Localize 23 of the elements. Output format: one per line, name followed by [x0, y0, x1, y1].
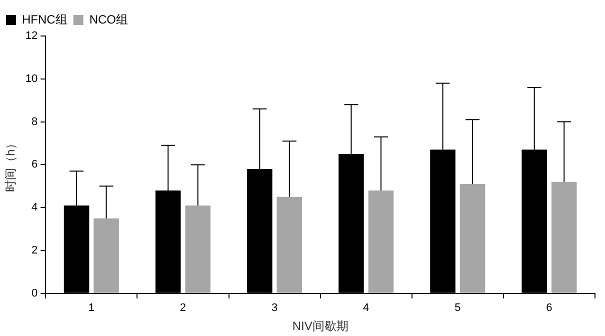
bar [368, 190, 394, 293]
legend-label: NCO组 [89, 12, 128, 26]
y-tick-label: 8 [32, 116, 38, 128]
bar [551, 182, 577, 293]
y-tick-label: 4 [32, 202, 38, 214]
bar [185, 205, 210, 293]
x-tick-label: 3 [271, 302, 278, 314]
bar [94, 218, 119, 293]
bar [276, 196, 302, 293]
y-tick-label: 2 [32, 244, 38, 257]
x-tick-label: 6 [546, 302, 552, 314]
x-tick-label: 1 [88, 302, 94, 314]
legend-label: HFNC组 [22, 12, 68, 26]
y-tick-label: 10 [25, 72, 38, 85]
y-tick-label: 6 [32, 158, 38, 171]
x-tick-label: 2 [180, 302, 186, 314]
bar [460, 184, 486, 293]
x-axis-title: NIV间歇期 [292, 319, 348, 334]
y-tick-label: 0 [32, 287, 38, 300]
x-tick-label: 5 [454, 302, 461, 314]
y-tick-label: 12 [25, 30, 38, 42]
x-tick-label: 4 [363, 302, 370, 314]
y-axis-title: 时间（h） [4, 137, 18, 192]
